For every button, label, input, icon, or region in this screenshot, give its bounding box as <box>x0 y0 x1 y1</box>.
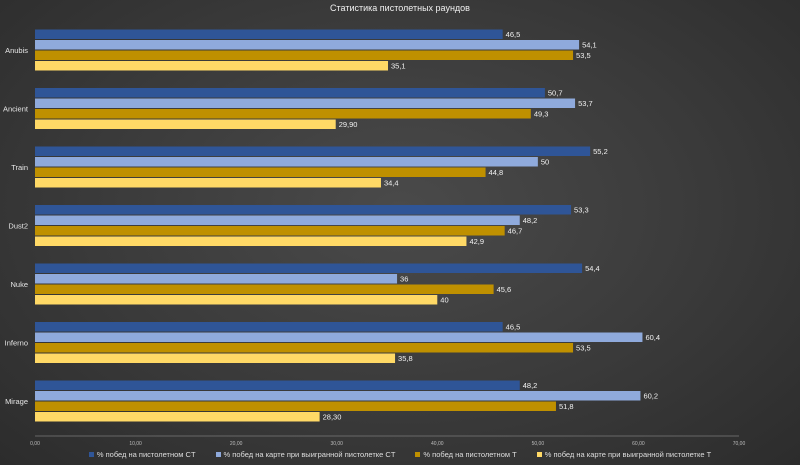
category-label: Anubis <box>5 46 28 55</box>
data-label: 53,5 <box>576 344 591 353</box>
bar <box>35 109 531 119</box>
data-label: 36 <box>400 275 408 284</box>
bar <box>35 226 505 236</box>
x-tick-label: 0,00 <box>30 441 40 447</box>
data-label: 50 <box>541 158 549 167</box>
data-label: 49,3 <box>534 110 549 119</box>
data-label: 53,7 <box>578 99 593 108</box>
data-label: 46,5 <box>506 30 521 39</box>
data-label: 50,7 <box>548 89 563 98</box>
bar <box>35 119 336 129</box>
data-label: 53,3 <box>574 206 589 215</box>
x-tick-label: 60,00 <box>632 441 645 447</box>
data-label: 54,1 <box>582 41 597 50</box>
chart-legend: % побед на пистолетном CT % побед на карт… <box>0 450 800 459</box>
bar <box>35 98 576 108</box>
category-label: Dust2 <box>8 222 28 231</box>
data-label: 44,8 <box>489 168 504 177</box>
data-label: 29,90 <box>339 120 358 129</box>
bar <box>35 263 583 273</box>
bar <box>35 29 503 39</box>
bar <box>35 412 320 422</box>
data-label: 46,7 <box>508 227 523 236</box>
legend-label: % побед на пистолетном T <box>423 450 517 459</box>
data-label: 34,4 <box>384 179 399 188</box>
bar <box>35 401 556 411</box>
bar <box>35 146 591 156</box>
bar <box>35 380 520 390</box>
data-label: 35,8 <box>398 354 413 363</box>
legend-swatch <box>215 452 221 457</box>
bar <box>35 284 494 294</box>
bar <box>35 61 389 71</box>
x-tick-label: 30,00 <box>330 441 343 447</box>
legend-label: % побед на карте при выигранной пистолет… <box>223 450 396 459</box>
bar <box>35 343 574 353</box>
data-label: 51,8 <box>559 402 574 411</box>
bar <box>35 88 545 98</box>
x-tick-label: 70,00 <box>733 441 746 447</box>
bar <box>35 157 538 167</box>
bar <box>35 332 643 342</box>
legend-entry: % побед на пистолетном T <box>415 450 517 459</box>
data-label: 55,2 <box>593 147 608 156</box>
legend-swatch <box>536 452 542 457</box>
data-label: 35,1 <box>391 62 406 71</box>
bar <box>35 215 520 225</box>
x-tick-label: 50,00 <box>532 441 545 447</box>
legend-label: % побед на карте при выигранной пистолет… <box>544 450 712 459</box>
legend-label: % побед на пистолетном CT <box>96 450 196 459</box>
chart-title: Статистика пистолетных раундов <box>330 3 470 13</box>
bar <box>35 295 438 305</box>
data-label: 46,5 <box>506 323 521 332</box>
bar <box>35 353 396 363</box>
x-tick-label: 10,00 <box>129 441 142 447</box>
bar <box>35 274 398 284</box>
category-label: Mirage <box>5 397 28 406</box>
data-label: 60,4 <box>645 333 660 342</box>
data-label: 53,5 <box>576 51 591 60</box>
x-tick-label: 20,00 <box>230 441 243 447</box>
bar <box>35 236 467 246</box>
data-label: 28,30 <box>323 413 342 422</box>
bar <box>35 391 641 401</box>
legend-swatch <box>88 452 94 457</box>
category-label: Ancient <box>3 105 29 114</box>
category-label: Nuke <box>10 280 28 289</box>
category-label: Train <box>11 163 28 172</box>
bar <box>35 167 486 177</box>
data-label: 48,2 <box>523 216 538 225</box>
x-tick-label: 40,00 <box>431 441 444 447</box>
data-label: 48,2 <box>523 381 538 390</box>
bar <box>35 50 574 60</box>
data-label: 40 <box>440 296 448 305</box>
bar <box>35 40 580 50</box>
data-label: 45,6 <box>497 285 512 294</box>
data-label: 60,2 <box>643 392 658 401</box>
data-label: 54,4 <box>585 264 600 273</box>
legend-swatch <box>415 452 421 457</box>
data-label: 42,9 <box>469 237 484 246</box>
legend-entry: % побед на карте при выигранной пистолет… <box>536 450 712 459</box>
legend-entry: % побед на карте при выигранной пистолет… <box>215 450 396 459</box>
category-label: Inferno <box>5 339 28 348</box>
legend-entry: % побед на пистолетном CT <box>88 450 196 459</box>
bar <box>35 322 503 332</box>
bar <box>35 205 572 215</box>
bar <box>35 178 381 188</box>
